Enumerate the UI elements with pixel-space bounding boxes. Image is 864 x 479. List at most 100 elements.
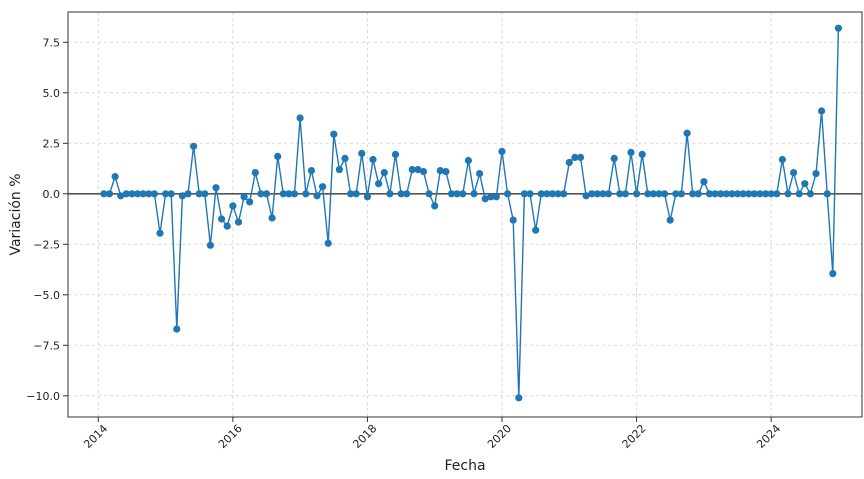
data-point — [279, 190, 287, 198]
data-point — [335, 166, 343, 174]
data-point — [717, 190, 725, 198]
data-point — [150, 190, 158, 198]
data-point — [363, 193, 371, 201]
data-point — [537, 190, 545, 198]
data-series — [100, 24, 843, 402]
data-point — [128, 190, 136, 198]
data-point — [145, 190, 153, 198]
data-point — [425, 190, 433, 198]
data-point — [419, 168, 428, 176]
data-point — [689, 190, 697, 198]
x-axis-label: Fecha — [444, 458, 485, 474]
data-point — [705, 190, 714, 198]
data-point — [470, 190, 478, 198]
data-point — [649, 190, 658, 198]
data-point — [156, 229, 164, 237]
data-point — [481, 195, 489, 203]
data-point — [105, 190, 114, 198]
data-point — [234, 218, 243, 226]
data-point — [509, 216, 517, 224]
y-tick-label: 2.5 — [43, 137, 61, 150]
data-point — [487, 193, 495, 201]
data-point — [638, 150, 646, 158]
data-point — [492, 193, 500, 201]
data-point — [190, 142, 198, 150]
y-tick-label: 7.5 — [43, 36, 61, 49]
data-point — [795, 190, 803, 198]
y-tick-label: 5.0 — [43, 87, 61, 100]
data-point — [829, 270, 837, 278]
data-point — [262, 190, 271, 198]
data-point — [739, 190, 747, 198]
data-point — [582, 192, 590, 200]
data-point — [184, 190, 192, 198]
data-point — [526, 190, 534, 198]
data-point — [436, 167, 444, 175]
data-point — [593, 190, 601, 198]
data-point — [453, 190, 461, 198]
data-point — [571, 153, 579, 161]
data-point — [812, 170, 820, 178]
data-point — [621, 190, 630, 198]
data-point — [290, 190, 299, 198]
data-point — [403, 190, 411, 198]
data-point — [655, 190, 663, 198]
data-point — [240, 193, 248, 201]
data-point — [762, 190, 770, 198]
data-point — [806, 190, 815, 198]
data-point — [285, 190, 293, 198]
data-point — [627, 148, 635, 156]
data-point — [178, 192, 186, 200]
data-point — [397, 190, 405, 198]
x-axis-ticks: 2014 2016 2018 2020 2022 2024 — [81, 417, 783, 451]
data-point — [784, 190, 792, 198]
data-point — [588, 190, 596, 198]
data-point — [391, 150, 400, 158]
data-point — [139, 190, 147, 198]
data-point — [341, 154, 349, 162]
data-point — [560, 190, 568, 198]
data-point — [604, 190, 613, 198]
data-point — [218, 215, 226, 223]
data-point — [683, 129, 691, 137]
data-point — [610, 154, 618, 162]
data-point — [498, 147, 506, 155]
data-point — [504, 190, 512, 198]
data-point — [268, 214, 276, 222]
data-point — [722, 190, 730, 198]
data-point — [520, 190, 529, 198]
data-point — [307, 167, 315, 175]
data-point — [201, 190, 209, 198]
data-point — [599, 190, 607, 198]
data-point — [801, 180, 809, 188]
data-point — [756, 190, 764, 198]
y-axis-label: Variación % — [8, 173, 24, 255]
data-point — [616, 190, 624, 198]
data-point — [778, 155, 787, 164]
data-point — [745, 190, 753, 198]
data-point — [767, 190, 775, 198]
data-point — [711, 190, 719, 198]
data-point — [100, 190, 108, 198]
data-point — [251, 169, 259, 177]
data-point — [347, 190, 355, 198]
data-point — [773, 190, 781, 198]
data-point — [565, 158, 573, 167]
x-tick-label: 2022 — [620, 422, 649, 451]
data-point — [167, 190, 175, 198]
data-point — [369, 155, 377, 164]
y-tick-label: −10.0 — [26, 390, 60, 403]
data-point — [644, 190, 652, 198]
data-point — [442, 168, 450, 176]
data-point — [790, 169, 798, 177]
x-tick-label: 2018 — [350, 422, 379, 451]
data-point — [447, 190, 456, 198]
data-point — [274, 152, 282, 160]
data-point — [408, 166, 416, 174]
y-tick-label: −7.5 — [33, 339, 60, 352]
data-point — [111, 173, 119, 181]
data-point — [694, 190, 702, 198]
y-tick-label: −5.0 — [33, 289, 60, 302]
data-point — [532, 226, 540, 234]
